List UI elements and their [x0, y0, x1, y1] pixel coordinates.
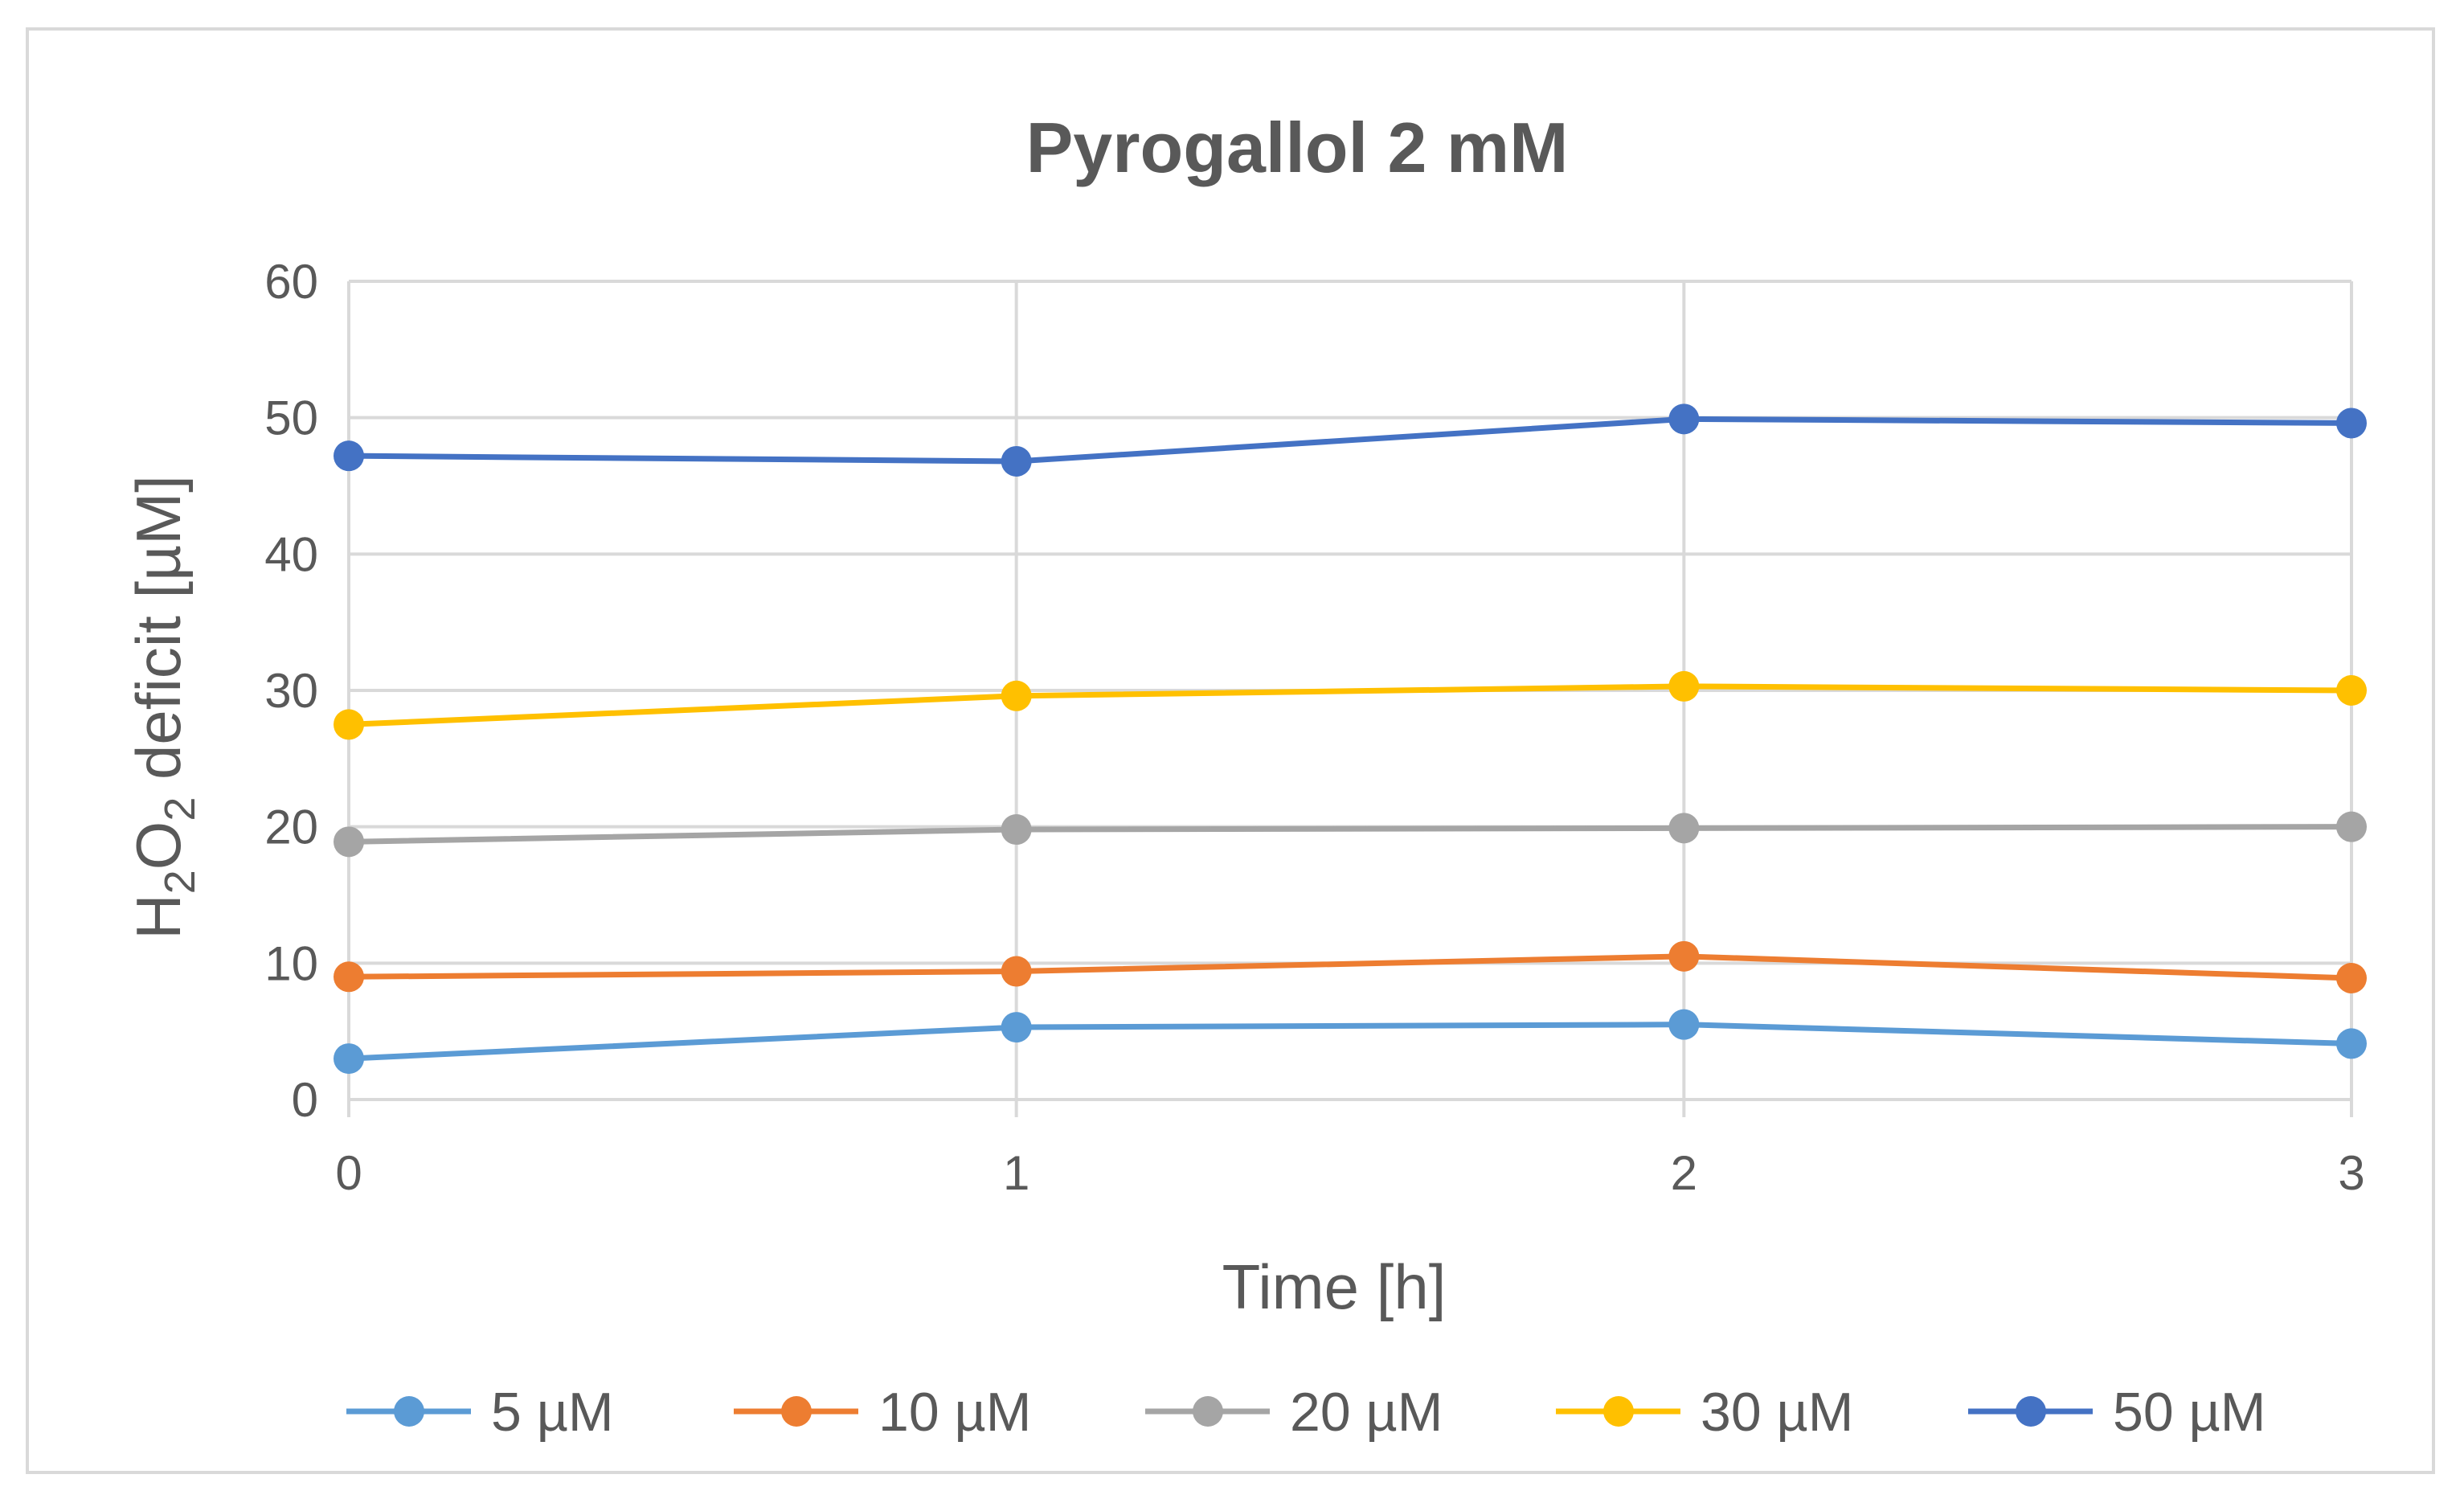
data-point [2336, 811, 2367, 842]
legend-item: 30 µM [1556, 1382, 1853, 1443]
legend-marker [2016, 1396, 2046, 1427]
series-0 [334, 1009, 2367, 1075]
x-axis-label: Time [h] [1222, 1251, 1447, 1322]
legend-label: 30 µM [1701, 1382, 1853, 1443]
y-tick-label: 10 [264, 936, 318, 990]
legend-label: 20 µM [1290, 1382, 1443, 1443]
gridlines [347, 280, 2353, 1117]
data-point [1001, 680, 1032, 711]
chart-frame: Pyrogallol 2 mM 0 10 20 30 40 50 60 0 1 2 3 Time … [26, 27, 2435, 1474]
data-point [334, 826, 364, 858]
x-tick-label: 1 [1003, 1146, 1029, 1200]
series-2 [334, 811, 2367, 858]
chart-title: Pyrogallol 2 mM [1026, 108, 1569, 187]
series-line [348, 683, 2352, 727]
legend-marker [1603, 1396, 1634, 1427]
data-point [334, 1043, 364, 1075]
data-point [334, 440, 364, 472]
data-point [1668, 1009, 1700, 1040]
series-4 [334, 403, 2367, 477]
data-series [334, 403, 2367, 1075]
y-axis-ticks: 0 10 20 30 40 50 60 [264, 255, 318, 1127]
legend-label: 50 µM [2113, 1382, 2265, 1443]
y-label-sub-1: 2 [156, 870, 204, 894]
data-point [2336, 1028, 2367, 1059]
series-3 [334, 670, 2367, 740]
y-tick-label: 0 [292, 1073, 318, 1127]
data-point [1668, 940, 1700, 972]
y-label-part-h: H [123, 894, 194, 939]
series-line [348, 953, 2352, 981]
y-tick-label: 60 [264, 255, 318, 309]
y-tick-label: 40 [264, 527, 318, 581]
series-line [348, 1022, 2352, 1062]
legend-marker [1193, 1396, 1223, 1427]
data-point [1668, 813, 1700, 844]
data-point [2336, 407, 2367, 439]
legend-marker [394, 1396, 424, 1427]
y-tick-label: 20 [264, 801, 318, 854]
legend-item: 50 µM [1968, 1382, 2265, 1443]
data-point [1001, 814, 1032, 846]
line-chart: Pyrogallol 2 mM 0 10 20 30 40 50 60 0 1 2 3 Time … [123, 108, 2367, 1443]
y-label-sub-2: 2 [156, 797, 204, 821]
data-point [2336, 962, 2367, 993]
y-axis-label: H2O2 deficit [µM] [123, 475, 204, 939]
data-point [334, 961, 364, 993]
y-label-part-o: O [123, 821, 194, 870]
y-label-part-rest: deficit [µM] [123, 475, 194, 797]
x-tick-label: 2 [1671, 1146, 1697, 1200]
series-line [348, 416, 2352, 465]
series-1 [334, 940, 2367, 993]
legend-item: 5 µM [346, 1382, 614, 1443]
data-point [334, 709, 364, 740]
legend-label: 5 µM [491, 1382, 614, 1443]
data-point [1668, 670, 1700, 702]
data-point [1668, 403, 1700, 435]
x-tick-label: 0 [335, 1146, 362, 1200]
data-point [1001, 1012, 1032, 1043]
legend-label: 10 µM [878, 1382, 1031, 1443]
data-point [1001, 956, 1032, 987]
legend-item: 10 µM [734, 1382, 1031, 1443]
legend-marker [781, 1396, 812, 1427]
data-point [1001, 445, 1032, 477]
x-tick-label: 3 [2338, 1146, 2364, 1200]
x-axis-ticks: 0 1 2 3 [335, 1146, 2364, 1200]
legend: 5 µM 10 µM 20 µM 30 µM 50 µM [346, 1382, 2265, 1443]
y-tick-label: 30 [264, 664, 318, 718]
y-tick-label: 50 [264, 391, 318, 445]
data-point [2336, 675, 2367, 706]
legend-item: 20 µM [1145, 1382, 1443, 1443]
series-line [348, 824, 2352, 845]
